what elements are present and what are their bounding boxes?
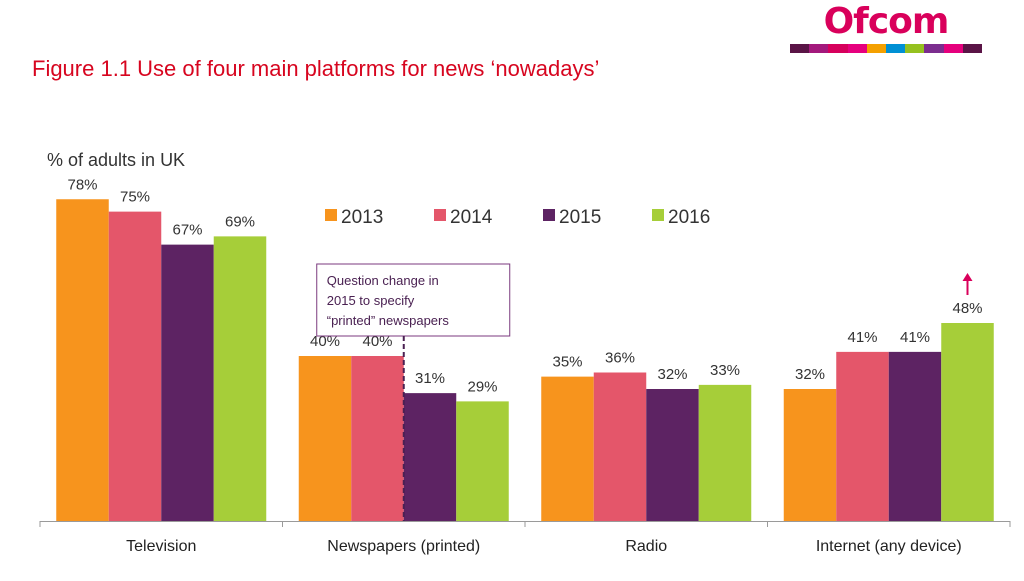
logo-stripe — [924, 44, 944, 53]
bar — [941, 323, 994, 521]
legend-label: 2016 — [668, 207, 710, 228]
data-label: 29% — [467, 378, 497, 395]
bar — [403, 393, 457, 521]
category-label: Radio — [625, 538, 667, 555]
data-label: 31% — [415, 370, 445, 387]
data-label: 35% — [552, 354, 582, 371]
legend: 2013 2014 2015 2016 — [325, 207, 710, 228]
bar — [213, 236, 267, 521]
data-label: 78% — [67, 176, 97, 193]
bar — [456, 401, 509, 521]
bar — [161, 244, 214, 521]
data-label: 41% — [847, 329, 877, 346]
annotation-line: Question change in — [327, 273, 439, 288]
logo-stripe — [886, 44, 906, 53]
annotation-line: “printed” newspapers — [327, 313, 450, 328]
annotation-line: 2015 to specify — [327, 293, 415, 308]
logo-stripe — [790, 44, 810, 53]
bar — [593, 372, 647, 521]
bar — [56, 199, 109, 521]
chart-title: Figure 1.1 Use of four main platforms fo… — [32, 56, 600, 81]
bar — [541, 376, 594, 521]
logo-stripe — [962, 44, 983, 53]
bar — [351, 356, 404, 521]
legend-swatch — [652, 209, 664, 221]
increase-arrow-head-icon — [962, 273, 973, 281]
y-axis-label: % of adults in UK — [47, 150, 186, 170]
legend-label: 2015 — [559, 207, 601, 228]
category-label: Internet (any device) — [816, 538, 962, 555]
bar — [836, 351, 889, 521]
data-label: 40% — [362, 333, 392, 350]
annotation-box — [316, 263, 511, 337]
bar — [783, 389, 837, 521]
logo-stripes — [790, 44, 983, 53]
data-label: 32% — [657, 366, 687, 383]
data-label: 40% — [310, 333, 340, 350]
data-label: 33% — [710, 362, 740, 379]
legend-swatch — [325, 209, 337, 221]
data-label: 41% — [900, 329, 930, 346]
bar — [298, 356, 352, 521]
annotation: Question change in 2015 to specify “printe… — [316, 263, 973, 521]
bar — [108, 211, 162, 521]
category-label: Newspapers (printed) — [327, 538, 480, 555]
logo-stripe — [905, 44, 925, 53]
legend-swatch — [543, 209, 555, 221]
data-label: 75% — [120, 189, 150, 206]
bar — [646, 389, 699, 521]
data-label: 48% — [952, 300, 982, 317]
data-label: 36% — [605, 350, 635, 367]
logo-stripe — [828, 44, 848, 53]
logo-text: Ofcom — [823, 1, 950, 42]
bars: 78% 75% 67% 69% 40% 40% 31% 29% 35% 36% 32% 33% 32% 4… — [56, 176, 994, 521]
category-label: Television — [126, 538, 196, 555]
legend-label: 2013 — [341, 207, 383, 228]
logo-stripe — [943, 44, 963, 53]
logo-stripe — [809, 44, 829, 53]
ofcom-logo: Ofcom — [790, 1, 983, 56]
logo-stripe — [847, 44, 867, 53]
legend-swatch — [434, 209, 446, 221]
logo-stripe — [866, 44, 887, 53]
bar — [888, 351, 942, 521]
data-label: 32% — [795, 366, 825, 383]
legend-label: 2014 — [450, 207, 493, 228]
x-axis: Television Newspapers (printed) Radio Inter… — [39, 521, 1011, 555]
bar — [698, 384, 752, 521]
data-label: 67% — [172, 222, 202, 239]
data-label: 69% — [225, 213, 255, 230]
